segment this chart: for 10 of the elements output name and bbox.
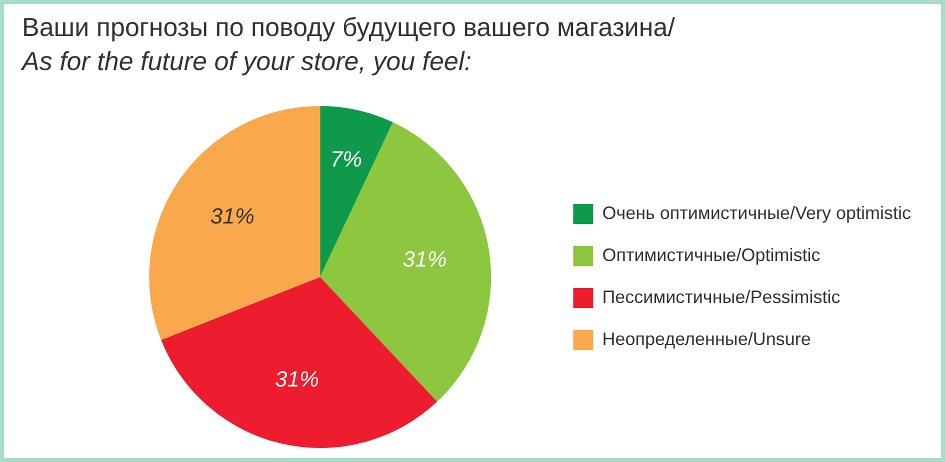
chart-subtitle: As for the future of your store, you feel: [22,46,472,77]
legend-label: Очень оптимистичные/Very optimistic [602,202,911,223]
legend-label: Пессимистичные/Pessimistic [602,286,840,307]
chart-title: Ваши прогнозы по поводу будущего вашего магазина/ [22,12,675,43]
legend-label: Оптимистичные/Optimistic [602,244,820,265]
legend-label: Неопределенные/Unsure [602,328,811,349]
data-label: 7% [330,146,362,172]
data-label: 31% [402,246,447,272]
data-label: 31% [210,204,254,229]
data-label: 31% [274,366,319,392]
